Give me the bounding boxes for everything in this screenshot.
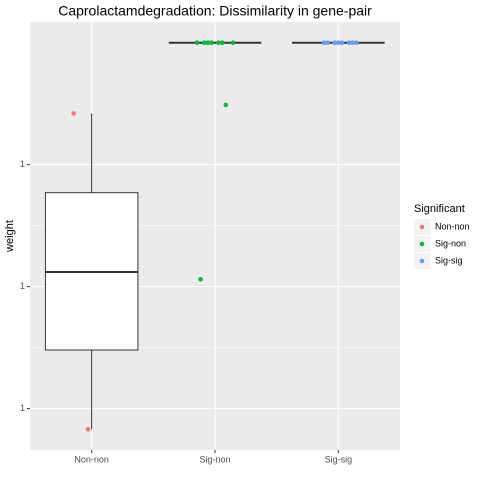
- point: [321, 40, 327, 46]
- point: [198, 276, 203, 282]
- point: [336, 40, 341, 46]
- point: [350, 40, 356, 46]
- point: [332, 40, 338, 46]
- point: [230, 40, 236, 46]
- point: [325, 40, 330, 46]
- x-tick-label: Non-non: [74, 454, 109, 464]
- x-tick-label: Sig-non: [199, 454, 230, 464]
- legend-label: Non-non: [435, 221, 470, 231]
- x-tick-label: Sig-sig: [325, 454, 353, 464]
- y-axis-label: weight: [4, 220, 16, 253]
- y-tick-label: 1: [20, 159, 25, 169]
- point: [209, 40, 214, 46]
- point: [216, 40, 221, 46]
- point: [223, 102, 229, 108]
- legend-marker: [419, 241, 425, 247]
- legend-label: Sig-sig: [435, 255, 463, 265]
- legend-title: Significant: [414, 203, 465, 215]
- point: [346, 40, 352, 46]
- legend-marker: [419, 258, 425, 264]
- point: [194, 40, 200, 46]
- point: [85, 426, 91, 432]
- point: [339, 40, 345, 46]
- point: [71, 111, 76, 116]
- chart-title: Caprolactamdegradation: Dissimilarity in…: [58, 3, 372, 19]
- legend-marker: [419, 224, 425, 230]
- point: [219, 40, 225, 46]
- point: [354, 40, 359, 46]
- y-tick-label: 1: [20, 403, 25, 413]
- point: [205, 40, 211, 46]
- point: [201, 40, 207, 46]
- legend-label: Sig-non: [435, 238, 466, 248]
- y-tick-label: 1: [20, 281, 25, 291]
